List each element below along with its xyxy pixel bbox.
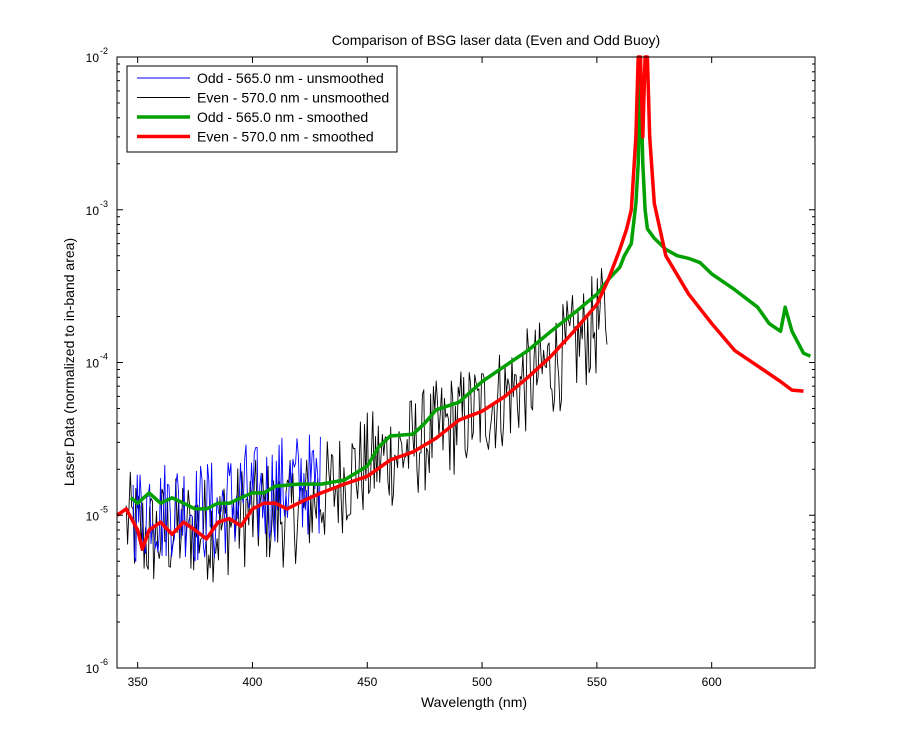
y-tick-label-exponent: -3 xyxy=(100,199,108,209)
x-tick-label: 350 xyxy=(128,675,148,689)
x-tick-label: 500 xyxy=(472,675,492,689)
x-tick-label: 400 xyxy=(242,675,262,689)
series-line-even-570-0-nm-unsmoothed xyxy=(125,268,608,583)
y-tick-label: 10 xyxy=(86,509,100,523)
legend-entry-label: Odd - 565.0 nm - unsmoothed xyxy=(197,70,384,86)
x-tick-label: 450 xyxy=(357,675,377,689)
x-axis-label: Wavelength (nm) xyxy=(421,694,527,710)
x-tick-label: 550 xyxy=(587,675,607,689)
y-tick-label: 10 xyxy=(86,204,100,218)
series-layer xyxy=(116,55,812,583)
legend: Odd - 565.0 nm - unsmoothed Even - 570.0 … xyxy=(126,65,398,153)
y-tick-label-exponent: -5 xyxy=(100,504,108,514)
legend-entry-label: Even - 570.0 nm - smoothed xyxy=(197,129,374,145)
legend-entry-label: Even - 570.0 nm - unsmoothed xyxy=(197,90,389,106)
series-line-odd-565-0-nm-smoothed xyxy=(129,70,812,511)
x-tick-label: 600 xyxy=(702,675,722,689)
legend-entry-label: Odd - 565.0 nm - smoothed xyxy=(197,109,368,125)
y-tick-label-exponent: -2 xyxy=(100,46,108,56)
plot-area xyxy=(116,56,816,669)
y-tick-label: 10 xyxy=(86,357,100,371)
y-tick-label-exponent: -6 xyxy=(100,657,108,667)
series-line-even-570-0-nm-smoothed xyxy=(116,55,804,551)
y-axis-label: Laser Data (normalized to in-band area) xyxy=(61,238,77,486)
chart-title: Comparison of BSG laser data (Even and O… xyxy=(332,32,660,48)
y-tick-label: 10 xyxy=(86,51,100,65)
y-tick-label-exponent: -4 xyxy=(100,352,108,362)
y-tick-label: 10 xyxy=(86,662,100,676)
